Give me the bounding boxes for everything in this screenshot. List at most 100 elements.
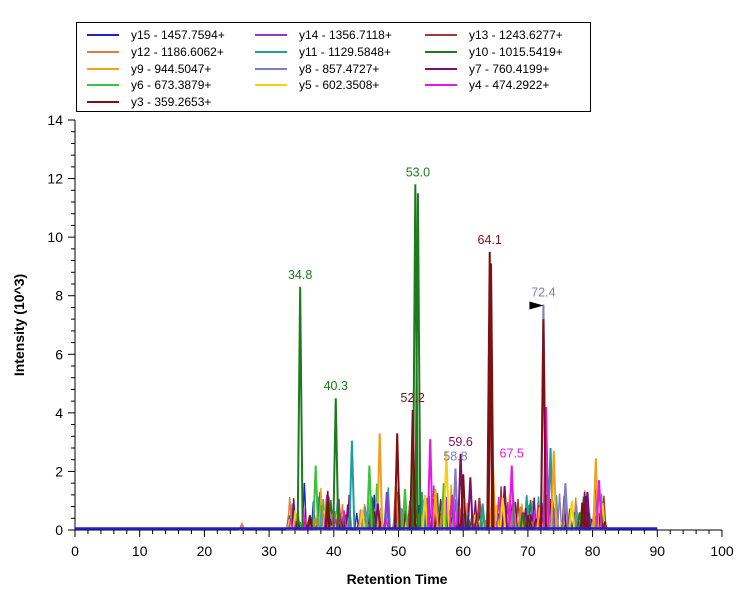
legend-item: y15 - 1457.7594+ <box>87 27 225 43</box>
y-axis-title: Intensity (10^3) <box>11 274 27 376</box>
legend-item: y4 - 474.2922+ <box>425 77 549 93</box>
legend-label: y10 - 1015.5419+ <box>469 44 563 59</box>
series-peak <box>312 465 320 531</box>
series-peak <box>459 474 467 531</box>
series-peak <box>448 494 456 531</box>
series-peak <box>561 483 569 531</box>
legend-item: y5 - 602.3508+ <box>255 77 379 93</box>
x-tick-label: 80 <box>585 543 601 559</box>
legend-label: y5 - 602.3508+ <box>299 78 380 93</box>
series-peak <box>580 503 588 531</box>
series-peak <box>442 450 450 531</box>
legend-swatch <box>255 34 287 36</box>
axes: 0 10 20 30 40 50 60 70 80 90 100 0 2 4 6 8 10 12 14 <box>47 112 733 559</box>
legend-swatch <box>87 67 119 70</box>
series-peak <box>508 465 516 531</box>
x-tick-label: 70 <box>520 543 536 559</box>
legend-label: y3 - 359.2653+ <box>131 95 212 110</box>
peak-label: 64.1 <box>478 233 502 247</box>
series-peak <box>486 251 494 531</box>
x-tick-label: 30 <box>261 543 277 559</box>
series-peak <box>499 497 507 531</box>
legend-item: y12 - 1186.6062+ <box>87 44 224 60</box>
series-peak <box>348 440 356 531</box>
peak-label: 72.4 <box>531 286 555 300</box>
x-axis-title: Retention Time <box>347 571 448 587</box>
legend-swatch <box>425 50 457 53</box>
legend-item: y7 - 760.4199+ <box>425 61 549 77</box>
legend-label: y15 - 1457.7594+ <box>131 28 225 42</box>
legend-item: y3 - 359.2653+ <box>87 94 211 110</box>
series-peak <box>466 477 474 531</box>
series-peak <box>550 450 558 531</box>
peak-label: 52.2 <box>401 391 425 405</box>
legend-item: y8 - 857.4727+ <box>255 61 379 77</box>
legend-item: y11 - 1129.5848+ <box>255 44 391 60</box>
legend-swatch <box>255 50 287 53</box>
series-peak <box>431 488 439 531</box>
legend-label: y4 - 474.2922+ <box>469 78 550 93</box>
series-peak <box>374 503 382 531</box>
legend-label: y7 - 760.4199+ <box>469 61 550 76</box>
series-peak <box>358 509 366 531</box>
legend-label: y6 - 673.3879+ <box>131 78 212 93</box>
series-peak <box>414 193 422 531</box>
peak-label: 58.8 <box>443 450 467 464</box>
series-peak <box>519 512 527 531</box>
x-tick-label: 20 <box>197 543 213 559</box>
legend-item: y14 - 1356.7118+ <box>255 27 392 43</box>
annotation-layer: 34.8 40.3 53.0 52.2 64.1 72.4 59.658.8 67.5 <box>288 165 556 463</box>
series-peak <box>539 319 547 531</box>
legend-swatch <box>425 34 457 36</box>
peak-label: 53.0 <box>406 165 430 179</box>
legend-swatch <box>87 34 119 36</box>
series-peak <box>383 491 391 531</box>
peak-label: 67.5 <box>500 447 524 461</box>
series-peak <box>517 506 525 531</box>
y-tick-label: 12 <box>47 171 63 187</box>
x-tick-label: 0 <box>71 543 79 559</box>
legend-item: y13 - 1243.6277+ <box>425 27 563 43</box>
peak-label: 40.3 <box>324 379 348 393</box>
y-tick-label: 8 <box>55 288 63 304</box>
series-peak <box>376 433 384 531</box>
legend-label: y11 - 1129.5848+ <box>299 44 391 59</box>
x-tick-label: 90 <box>650 543 666 559</box>
x-tick-label: 60 <box>455 543 471 559</box>
series-peak <box>440 483 448 531</box>
y-tick-label: 10 <box>47 229 63 245</box>
series-peak <box>542 406 550 531</box>
legend-swatch <box>425 84 457 87</box>
series-peak <box>365 465 373 531</box>
series-peak <box>393 433 401 531</box>
series-peak <box>479 503 487 531</box>
x-tick-label: 40 <box>326 543 342 559</box>
series-peak <box>306 515 314 531</box>
peak-marker-arrow <box>529 301 544 310</box>
peak-label: 34.8 <box>288 268 312 282</box>
series-peak <box>595 480 603 531</box>
legend-swatch <box>87 50 119 53</box>
chart-legend: y15 - 1457.7594+ y14 - 1356.7118+ y13 - 12… <box>76 22 591 112</box>
x-tick-label: 100 <box>710 543 734 559</box>
legend-swatch <box>425 67 457 70</box>
series-peak <box>409 409 417 531</box>
legend-item: y9 - 944.5047+ <box>87 61 211 77</box>
y-tick-label: 14 <box>47 112 63 128</box>
y-tick-label: 6 <box>55 346 63 362</box>
legend-swatch <box>87 84 119 87</box>
series-peak <box>296 286 304 531</box>
legend-item: y10 - 1015.5419+ <box>425 44 563 60</box>
y-tick-label: 4 <box>55 405 63 421</box>
legend-swatch <box>87 101 119 104</box>
legend-label: y14 - 1356.7118+ <box>299 28 392 42</box>
series-peak <box>426 439 434 531</box>
y-tick-label: 2 <box>55 463 63 479</box>
legend-swatch <box>255 84 287 87</box>
x-tick-label: 10 <box>132 543 148 559</box>
peak-label: 59.6 <box>448 435 472 449</box>
legend-item: y6 - 673.3879+ <box>87 77 211 93</box>
legend-label: y8 - 857.4727+ <box>299 61 380 76</box>
legend-label: y9 - 944.5047+ <box>131 61 212 76</box>
